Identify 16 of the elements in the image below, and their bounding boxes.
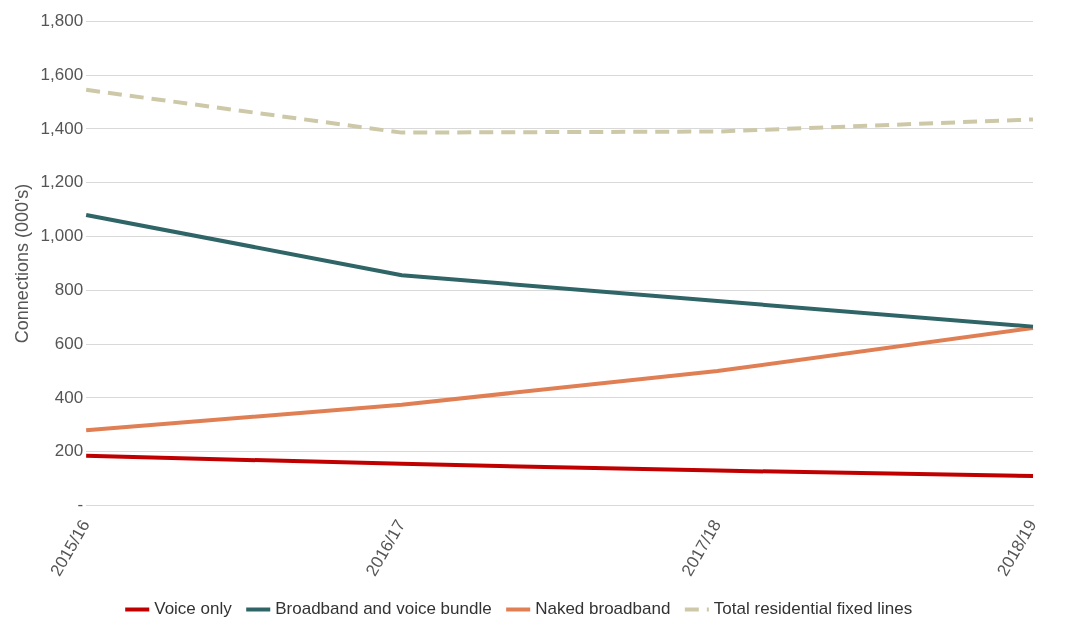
y-tick-label: 200 [54, 441, 84, 461]
y-tick-label: 1,200 [40, 172, 84, 192]
y-tick-label: - [77, 495, 84, 515]
y-tick-label: 400 [54, 387, 84, 407]
y-tick-label: 800 [54, 279, 84, 299]
y-tick-label: 1,000 [40, 226, 84, 246]
y-tick-label: 1,400 [40, 118, 84, 138]
line-series [84, 87, 1035, 135]
legend-label: Total residential fixed lines [713, 599, 913, 619]
legend-label: Voice only [154, 599, 233, 619]
y-tick-label: 600 [54, 333, 84, 353]
y-axis-title: Connections (000's) [11, 183, 32, 344]
legend-label: Broadband and voice bundle [275, 599, 492, 619]
y-tick-label: 1,600 [40, 64, 84, 84]
y-tick-label: 1,800 [40, 10, 84, 30]
legend-label: Naked broadband [535, 599, 671, 619]
